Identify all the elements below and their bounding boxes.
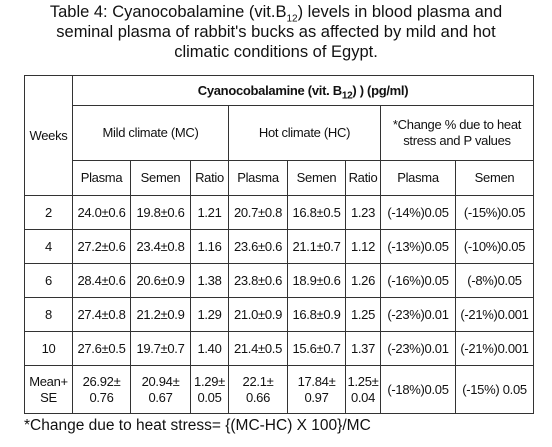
- cell: (-8%)0.05: [455, 263, 534, 298]
- subscript: 12: [341, 90, 353, 102]
- cell: 23.6±0.6: [228, 229, 288, 264]
- column-header: Semen: [287, 160, 346, 196]
- cell: 1.12: [345, 229, 381, 264]
- cell: 16.8±0.5: [287, 195, 346, 230]
- cell: 20.94± 0.67: [130, 365, 191, 414]
- table-row: 6 28.4±0.6 20.6±0.9 1.38 23.8±0.6 18.9±0.6 1.2…: [24, 263, 534, 298]
- row-label: 8: [24, 297, 73, 332]
- row-label: 10: [24, 331, 73, 366]
- column-header: Plasma: [228, 160, 288, 196]
- column-header: Ratio: [345, 160, 381, 196]
- column-header: Semen: [455, 160, 534, 196]
- cell: 20.6±0.9: [130, 263, 191, 298]
- cell: (-23%)0.01: [380, 297, 456, 332]
- header-text: Cyanocobalamine (vit. B: [197, 82, 342, 98]
- cell: (-18%)0.05: [380, 365, 456, 414]
- column-header: Ratio: [190, 160, 229, 196]
- table-row: 8 27.4±0.8 21.2±0.9 1.29 21.0±0.9 16.8±0.9 1.2…: [24, 297, 534, 332]
- cell: 27.2±0.6: [72, 229, 131, 264]
- cell: 1.23: [345, 195, 381, 230]
- cell: 17.84± 0.97: [287, 365, 346, 414]
- cell: (-21%)0.001: [455, 297, 534, 332]
- row-label: 2: [24, 195, 73, 230]
- cell: 21.4±0.5: [228, 331, 288, 366]
- cell: (-15%)0.05: [455, 195, 534, 230]
- cell: (-10%)0.05: [455, 229, 534, 264]
- cell: 19.8±0.6: [130, 195, 191, 230]
- group-header: Mild climate (MC): [72, 105, 229, 161]
- cell: 19.7±0.7: [130, 331, 191, 366]
- super-header: Cyanocobalamine (vit. B12) ) (pg/ml): [72, 75, 534, 106]
- column-header: Plasma: [380, 160, 456, 196]
- cell: 21.0±0.9: [228, 297, 288, 332]
- cell: 1.16: [190, 229, 229, 264]
- cell: 20.7±0.8: [228, 195, 288, 230]
- cell: 1.26: [345, 263, 381, 298]
- column-header: Plasma: [72, 160, 131, 196]
- cell: 22.1± 0.66: [228, 365, 288, 414]
- cell: 26.92± 0.76: [72, 365, 131, 414]
- group-header: *Change % due to heat stress and P value…: [380, 105, 534, 161]
- cell: (-15%) 0.05: [455, 365, 534, 414]
- table-row: 2 24.0±0.6 19.8±0.6 1.21 20.7±0.8 16.8±0.5 1.2…: [24, 195, 534, 230]
- cell: 1.21: [190, 195, 229, 230]
- cell: 1.40: [190, 331, 229, 366]
- cell: 21.1±0.7: [287, 229, 346, 264]
- cell: 1.29: [190, 297, 229, 332]
- table-row: 10 27.6±0.5 19.7±0.7 1.40 21.4±0.5 15.6±0.7 1.…: [24, 331, 534, 366]
- row-label: 6: [24, 263, 73, 298]
- table-row: 4 27.2±0.6 23.4±0.8 1.16 23.6±0.6 21.1±0.7 1.1…: [24, 229, 534, 264]
- data-table: Weeks Cyanocobalamine (vit. B12) ) (pg/m…: [24, 75, 534, 414]
- cell: (-14%)0.05: [380, 195, 456, 230]
- cell: 1.37: [345, 331, 381, 366]
- footnote: *Change due to heat stress= {(MC-HC) X 1…: [24, 417, 371, 434]
- cell: 1.25± 0.04: [345, 365, 381, 414]
- cell: 16.8±0.9: [287, 297, 346, 332]
- cell: (-13%)0.05: [380, 229, 456, 264]
- cell: 27.4±0.8: [72, 297, 131, 332]
- group-header: Hot climate (HC): [228, 105, 381, 161]
- header-text: ) ) (pg/ml): [352, 82, 409, 98]
- cell: 27.6±0.5: [72, 331, 131, 366]
- cell: 23.4±0.8: [130, 229, 191, 264]
- cell: 15.6±0.7: [287, 331, 346, 366]
- subscript: 12: [286, 13, 298, 25]
- title-text: ) levels in blood plasma and seminal pla…: [56, 3, 503, 61]
- cell: 21.2±0.9: [130, 297, 191, 332]
- cell: (-23%)0.01: [380, 331, 456, 366]
- title-text: Table 4: Cyanocobalamine (vit.B: [49, 3, 287, 21]
- cell: 1.29± 0.05: [190, 365, 229, 414]
- cell: 18.9±0.6: [287, 263, 346, 298]
- cell: (-16%)0.05: [380, 263, 456, 298]
- cell: (-21%)0.001: [455, 331, 534, 366]
- cell: 23.8±0.6: [228, 263, 288, 298]
- weeks-header: Weeks: [24, 75, 73, 196]
- row-label: 4: [24, 229, 73, 264]
- cell: 1.25: [345, 297, 381, 332]
- cell: 28.4±0.6: [72, 263, 131, 298]
- cell: 1.38: [190, 263, 229, 298]
- title: Table 4: Cyanocobalamine (vit.B12) level…: [40, 2, 512, 62]
- table-row: Mean+ SE 26.92± 0.76 20.94± 0.67 1.29± 0.05…: [24, 365, 534, 414]
- column-header: Semen: [130, 160, 191, 196]
- row-label: Mean+ SE: [24, 365, 73, 414]
- cell: 24.0±0.6: [72, 195, 131, 230]
